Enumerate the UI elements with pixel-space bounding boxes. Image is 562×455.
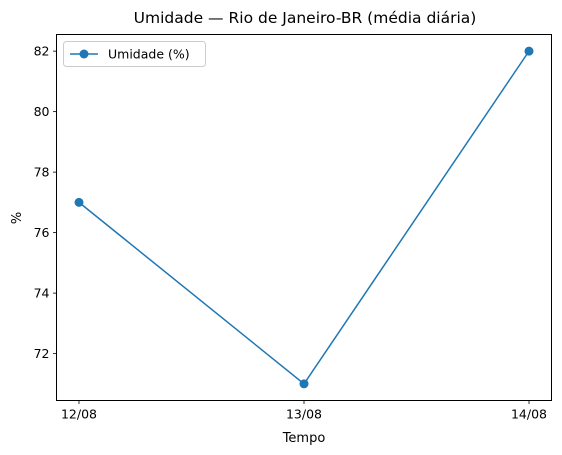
x-axis-label: Tempo — [282, 431, 326, 446]
x-tick-label: 14/08 — [511, 407, 547, 422]
legend-box — [63, 41, 206, 67]
y-tick-label: 80 — [34, 104, 50, 119]
y-axis-label: % — [10, 212, 25, 224]
y-tick-label: 72 — [34, 346, 50, 361]
data-point — [74, 197, 84, 207]
x-tick-label: 12/08 — [61, 407, 97, 422]
data-point — [299, 379, 309, 389]
plot-area — [56, 34, 552, 401]
data-point — [524, 46, 534, 56]
x-axis: 12/08 13/08 14/08 — [61, 400, 547, 422]
legend-marker — [79, 49, 89, 59]
x-tick-label: 13/08 — [286, 407, 322, 422]
y-tick-label: 82 — [34, 44, 50, 59]
y-tick-label: 74 — [34, 286, 50, 301]
chart-title: Umidade — Rio de Janeiro-BR (média diári… — [134, 9, 477, 27]
y-tick-label: 78 — [34, 165, 50, 180]
legend-label: Umidade (%) — [108, 47, 190, 62]
series-layer — [74, 46, 534, 389]
y-tick-label: 76 — [34, 225, 50, 240]
legend: Umidade (%) — [63, 41, 206, 67]
y-axis: 72 74 76 78 80 82 — [34, 44, 57, 361]
